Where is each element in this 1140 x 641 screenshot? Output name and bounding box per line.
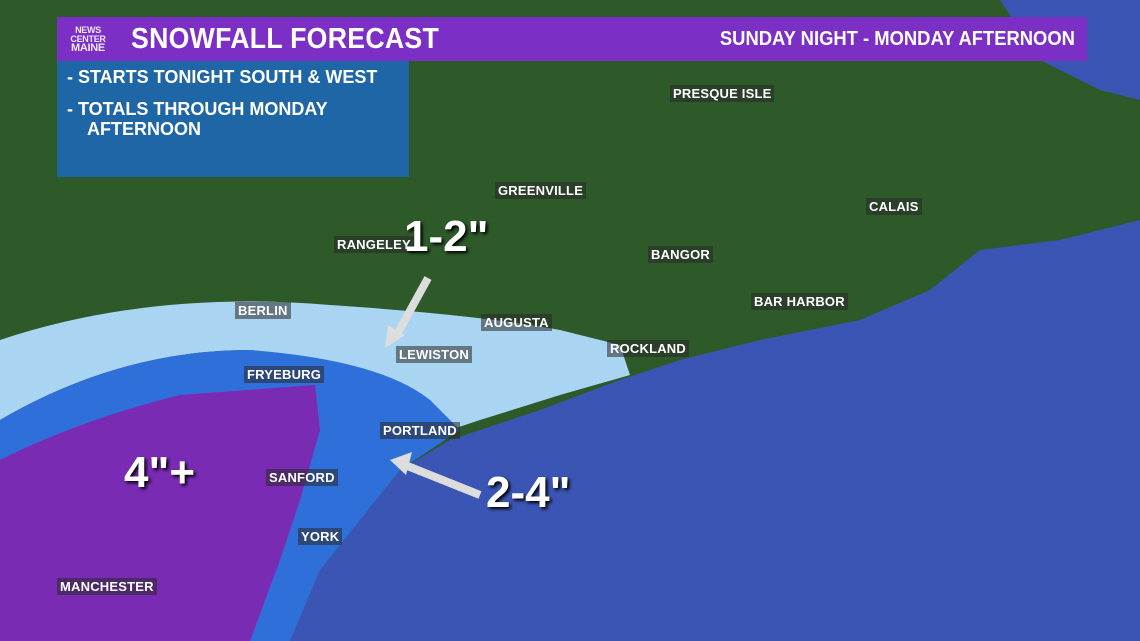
city-label: GREENVILLE <box>495 182 587 199</box>
title: SNOWFALL FORECAST <box>131 22 440 55</box>
info-box: - STARTS TONIGHT SOUTH & WEST - TOTALS T… <box>57 61 409 177</box>
amount-4-plus: 4"+ <box>124 448 196 497</box>
city-label: CALAIS <box>866 198 922 215</box>
city-label: MANCHESTER <box>57 578 157 595</box>
city-label: BERLIN <box>235 302 291 319</box>
city-label: SANFORD <box>266 469 338 486</box>
info-item: - TOTALS THROUGH MONDAY AFTERNOON <box>67 99 328 139</box>
city-label: BAR HARBOR <box>751 293 848 310</box>
amount-1-2: 1-2" <box>404 212 489 261</box>
info-item: - STARTS TONIGHT SOUTH & WEST <box>67 67 378 87</box>
city-label: RANGELEY <box>334 236 414 253</box>
snow-zone-4-plus <box>0 385 320 641</box>
city-label: PRESQUE ISLE <box>670 85 775 102</box>
city-label: YORK <box>298 528 343 545</box>
arrow-1-2 <box>391 276 432 340</box>
city-label: AUGUSTA <box>481 314 552 331</box>
timeframe: SUNDAY NIGHT - MONDAY AFTERNOON <box>719 27 1075 50</box>
header-bar: NEWS CENTER MAINE SNOWFALL FORECAST SUND… <box>57 17 1087 61</box>
news-center-maine-logo: NEWS CENTER MAINE <box>70 24 106 54</box>
arrow-2-4 <box>403 461 482 499</box>
city-label: FRYEBURG <box>244 366 325 383</box>
amount-2-4: 2-4" <box>486 468 571 517</box>
city-label: PORTLAND <box>380 422 460 439</box>
snow-zone-1-2 <box>0 301 630 440</box>
city-label: LEWISTON <box>396 346 472 363</box>
city-label: BANGOR <box>648 246 713 263</box>
city-label: ROCKLAND <box>607 340 689 357</box>
